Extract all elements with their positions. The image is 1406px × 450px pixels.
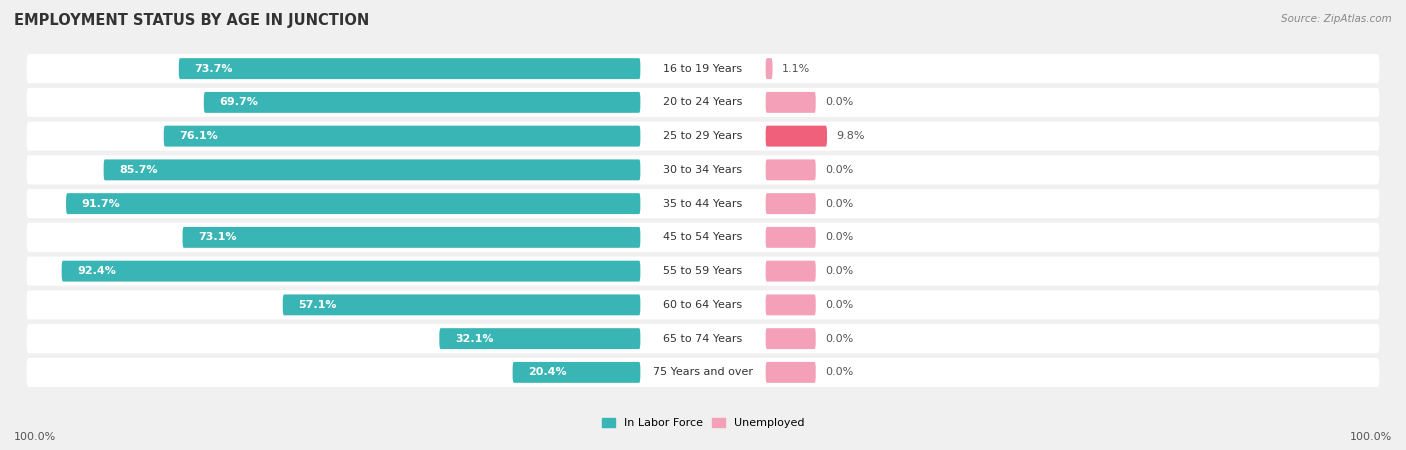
Text: 0.0%: 0.0%	[825, 97, 853, 108]
Text: 65 to 74 Years: 65 to 74 Years	[664, 333, 742, 344]
Text: 32.1%: 32.1%	[456, 333, 494, 344]
Text: 0.0%: 0.0%	[825, 165, 853, 175]
Text: 0.0%: 0.0%	[825, 232, 853, 243]
FancyBboxPatch shape	[179, 58, 640, 79]
FancyBboxPatch shape	[27, 54, 1379, 83]
FancyBboxPatch shape	[27, 290, 1379, 320]
Legend: In Labor Force, Unemployed: In Labor Force, Unemployed	[598, 413, 808, 432]
FancyBboxPatch shape	[27, 155, 1379, 184]
Text: 0.0%: 0.0%	[825, 333, 853, 344]
FancyBboxPatch shape	[27, 223, 1379, 252]
Text: 55 to 59 Years: 55 to 59 Years	[664, 266, 742, 276]
Text: 100.0%: 100.0%	[1350, 432, 1392, 442]
Text: 0.0%: 0.0%	[825, 300, 853, 310]
FancyBboxPatch shape	[27, 122, 1379, 151]
Text: 9.8%: 9.8%	[837, 131, 865, 141]
FancyBboxPatch shape	[766, 159, 815, 180]
FancyBboxPatch shape	[766, 126, 827, 147]
Text: 0.0%: 0.0%	[825, 198, 853, 209]
FancyBboxPatch shape	[513, 362, 640, 383]
Text: 76.1%: 76.1%	[180, 131, 218, 141]
Text: 25 to 29 Years: 25 to 29 Years	[664, 131, 742, 141]
FancyBboxPatch shape	[766, 227, 815, 248]
FancyBboxPatch shape	[766, 328, 815, 349]
FancyBboxPatch shape	[27, 88, 1379, 117]
Text: 1.1%: 1.1%	[782, 63, 810, 74]
Text: 92.4%: 92.4%	[77, 266, 117, 276]
Text: 30 to 34 Years: 30 to 34 Years	[664, 165, 742, 175]
Text: 0.0%: 0.0%	[825, 266, 853, 276]
FancyBboxPatch shape	[766, 294, 815, 315]
FancyBboxPatch shape	[204, 92, 640, 113]
FancyBboxPatch shape	[283, 294, 640, 315]
Text: 57.1%: 57.1%	[298, 300, 337, 310]
FancyBboxPatch shape	[104, 159, 640, 180]
Text: EMPLOYMENT STATUS BY AGE IN JUNCTION: EMPLOYMENT STATUS BY AGE IN JUNCTION	[14, 14, 370, 28]
Text: 73.1%: 73.1%	[198, 232, 236, 243]
FancyBboxPatch shape	[66, 193, 640, 214]
Text: Source: ZipAtlas.com: Source: ZipAtlas.com	[1281, 14, 1392, 23]
FancyBboxPatch shape	[27, 256, 1379, 286]
FancyBboxPatch shape	[766, 362, 815, 383]
Text: 75 Years and over: 75 Years and over	[652, 367, 754, 378]
Text: 0.0%: 0.0%	[825, 367, 853, 378]
Text: 69.7%: 69.7%	[219, 97, 259, 108]
Text: 20 to 24 Years: 20 to 24 Years	[664, 97, 742, 108]
Text: 73.7%: 73.7%	[194, 63, 233, 74]
FancyBboxPatch shape	[183, 227, 640, 248]
FancyBboxPatch shape	[766, 261, 815, 282]
FancyBboxPatch shape	[766, 58, 772, 79]
Text: 91.7%: 91.7%	[82, 198, 121, 209]
FancyBboxPatch shape	[62, 261, 640, 282]
Text: 100.0%: 100.0%	[14, 432, 56, 442]
Text: 35 to 44 Years: 35 to 44 Years	[664, 198, 742, 209]
FancyBboxPatch shape	[27, 358, 1379, 387]
FancyBboxPatch shape	[27, 324, 1379, 353]
FancyBboxPatch shape	[27, 189, 1379, 218]
Text: 20.4%: 20.4%	[529, 367, 567, 378]
Text: 45 to 54 Years: 45 to 54 Years	[664, 232, 742, 243]
FancyBboxPatch shape	[766, 193, 815, 214]
FancyBboxPatch shape	[163, 126, 640, 147]
FancyBboxPatch shape	[439, 328, 640, 349]
Text: 85.7%: 85.7%	[120, 165, 157, 175]
Text: 16 to 19 Years: 16 to 19 Years	[664, 63, 742, 74]
Text: 60 to 64 Years: 60 to 64 Years	[664, 300, 742, 310]
FancyBboxPatch shape	[766, 92, 815, 113]
